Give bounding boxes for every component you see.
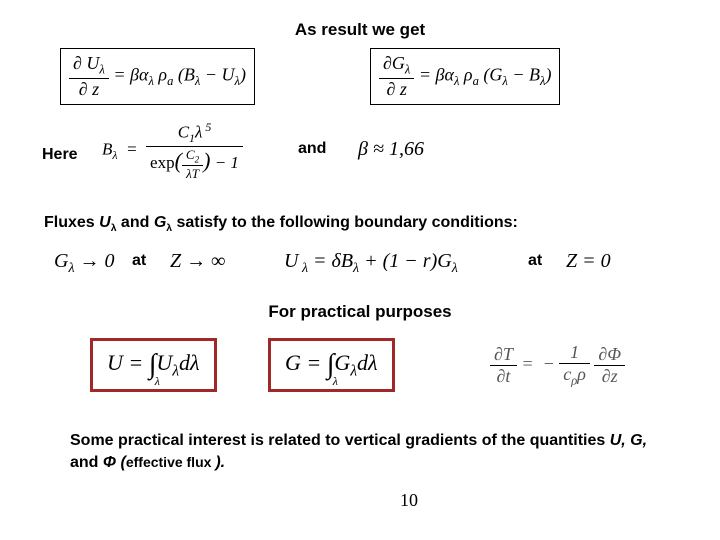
title-line: As result we get <box>0 20 720 40</box>
here-label: Here <box>42 146 78 164</box>
closing-text: Some practical interest is related to ve… <box>70 430 660 473</box>
bc-Z-0: Z = 0 <box>566 250 611 273</box>
equation-dU-dz: ∂ Uλ∂ z = βαλ ρa (Bλ − Uλ) <box>60 48 255 105</box>
at-label-2: at <box>528 252 542 270</box>
heat-equation: ∂T∂t = − 1cρρ ∂Φ∂z <box>490 342 625 389</box>
equation-dG-dz: ∂Gλ∂ z = βαλ ρa (Gλ − Bλ) <box>370 48 560 105</box>
integral-G: G = ∫λGλdλ <box>268 338 395 392</box>
bc-G-to-0: Gλ → 0 <box>54 250 115 277</box>
page-number: 10 <box>400 490 418 511</box>
planck-function: Bλ = C1λ 5exp⁠(C2λT) − 1 <box>102 120 243 182</box>
practical-heading: For practical purposes <box>0 302 720 322</box>
boundary-conditions-heading: Fluxes Uλ and Gλ satisfy to the followin… <box>44 214 684 234</box>
bc-U-lambda: U λ = δBλ + (1 − r)Gλ <box>284 250 458 277</box>
at-label-1: at <box>132 252 146 270</box>
bc-Z-inf: Z → ∞ <box>170 250 225 273</box>
beta-value: β ≈ 1,66 <box>358 138 424 161</box>
and-label: and <box>298 140 326 158</box>
integral-U: U = ∫λUλdλ <box>90 338 217 392</box>
